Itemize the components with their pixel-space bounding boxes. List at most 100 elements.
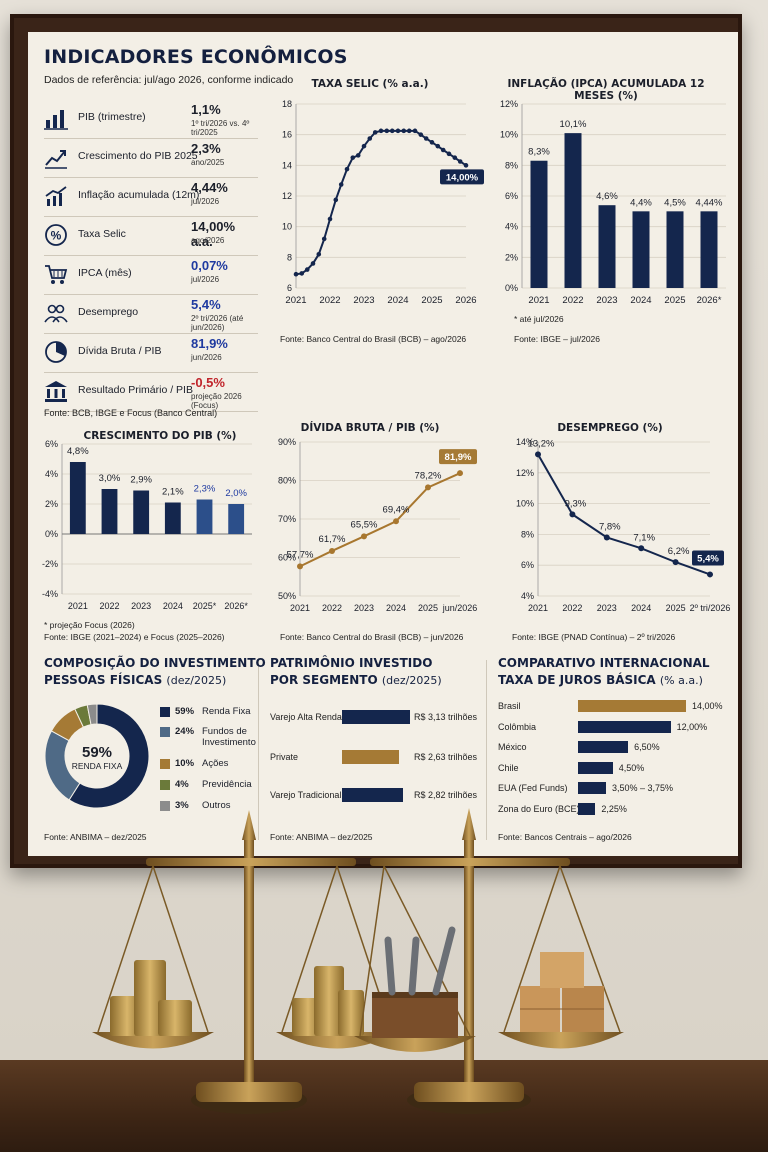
country-rate-bar <box>578 720 671 733</box>
segment-value: R$ 2,82 trilhões <box>414 790 478 800</box>
country-rate-value: 14,00% <box>692 701 723 711</box>
segment-bar <box>342 710 410 724</box>
selic-point <box>367 136 373 141</box>
kpi-sub: jul/2026 <box>191 275 220 284</box>
desemprego-source: Fonte: IBGE (PNAD Contínua) – 2º tri/202… <box>512 632 676 642</box>
ipca-data-label: 4,5% <box>664 197 686 208</box>
country-label: EUA (Fed Funds) <box>498 783 568 793</box>
legend-pct: 4% <box>175 779 189 790</box>
desemprego-data-label: 9,3% <box>565 498 587 509</box>
desemprego-line <box>537 453 711 576</box>
pib-data-label: 2,1% <box>162 487 184 498</box>
desemprego-ytick: 14% <box>516 437 534 447</box>
selic-ytick: 10 <box>282 222 292 232</box>
selic-xtick: 2022 <box>319 295 340 306</box>
desemprego-xtick: 2º tri/2026 <box>690 603 731 613</box>
ipca-bar <box>598 205 616 288</box>
selic-point <box>316 251 322 257</box>
pib-source: Fonte: IBGE (2021–2024) e Focus (2025–20… <box>44 632 225 642</box>
selic-source: Fonte: Banco Central do Brasil (BCB) – a… <box>280 334 467 344</box>
selic-point <box>327 216 333 222</box>
bar-chart-icon <box>44 110 68 130</box>
desemprego-ytick: 6% <box>521 560 534 570</box>
percent-icon: % <box>45 224 67 246</box>
ipca-xtick: 2023 <box>596 295 617 306</box>
divida-point <box>425 484 431 491</box>
ipca-bar <box>666 211 684 288</box>
selic-point <box>293 271 299 277</box>
country-label: Zona do Euro (BCE) <box>498 803 580 814</box>
desemprego-point <box>569 511 576 518</box>
selic-ytick: 14 <box>282 160 292 170</box>
composicao-title-line2: PESSOAS FÍSICAS <box>44 673 163 687</box>
country-rate-bar <box>578 741 629 753</box>
ipca-bar <box>564 133 582 288</box>
selic-point <box>423 136 429 141</box>
ipca-ytick: 2% <box>505 252 518 262</box>
kpi-row: Resultado Primário / PIB -0,5% projeção 20… <box>44 373 258 412</box>
divida-data-label: 61,7% <box>319 534 346 545</box>
kpi-sub: jul/2026 <box>191 197 220 206</box>
pie-icon <box>45 341 67 363</box>
kpi-row: Dívida Bruta / PIB 81,9% jun/2026 <box>44 334 258 373</box>
kpi-row: Desemprego 5,4% 2º tri/2026 (até jun/2026) <box>44 295 258 334</box>
divida-xtick: 2021 <box>290 603 310 613</box>
ipca-data-label: 10,1% <box>560 119 587 130</box>
comparativo-title-line2: TAXA DE JUROS BÁSICA <box>498 673 656 687</box>
kpi-row: IPCA (mês) 0,07% jul/2026 <box>44 256 258 295</box>
pib-ytick: 2% <box>45 499 58 509</box>
desemprego-data-label: 7,8% <box>599 521 621 532</box>
segment-value: R$ 2,63 trilhões <box>414 752 478 762</box>
kpi-value: 81,9% <box>191 336 228 351</box>
selic-point <box>338 182 344 187</box>
selic-point <box>446 151 452 157</box>
legend-pct: 3% <box>175 800 189 811</box>
country-label: México <box>498 742 527 752</box>
selic-point <box>440 147 446 153</box>
selic-point <box>321 236 327 242</box>
divida-xtick: 2022 <box>322 603 342 613</box>
desemprego-title: DESEMPREGO (%) <box>557 422 663 434</box>
kpi-row: PIB (trimestre) 1,1% 1º tri/2026 vs. 4º tr… <box>44 100 258 139</box>
ipca-xtick: 2026* <box>697 295 722 306</box>
pib-xtick: 2026* <box>224 601 248 611</box>
ipca-data-label: 4,4% <box>630 197 652 208</box>
ipca-data-label: 4,6% <box>596 191 618 202</box>
selic-point <box>435 143 441 149</box>
pib-bar <box>101 489 118 534</box>
divida-callout-box <box>439 449 477 465</box>
patrimonio-title: PATRIMÔNIO INVESTIDO POR SEGMENTO (dez/2… <box>270 655 442 689</box>
divida-ytick: 80% <box>278 476 296 486</box>
trend-chart-icon <box>45 186 67 206</box>
kpi-value: 4,44% <box>191 180 228 195</box>
segment-label: Private <box>270 752 299 762</box>
kpi-value: 2,3% <box>191 141 221 156</box>
desemprego-data-label: 13,2% <box>528 438 555 449</box>
desemprego-ytick: 4% <box>521 591 534 601</box>
kpi-value: 14,00% a.a. <box>191 219 236 249</box>
divida-ytick: 90% <box>278 437 296 447</box>
donut-center-pct: 59% <box>82 744 112 761</box>
legend-swatch <box>160 759 170 769</box>
selic-line <box>295 129 467 276</box>
selic-xtick: 2021 <box>285 295 306 306</box>
divida-ytick: 70% <box>278 514 296 524</box>
country-rate-value: 6,50% <box>634 742 660 752</box>
pib-ytick: -2% <box>42 559 58 569</box>
kpi-label: Dívida Bruta / PIB <box>78 345 162 357</box>
pib-bar <box>133 490 150 534</box>
donut-slice <box>86 703 98 726</box>
segment-bar <box>342 750 400 764</box>
ipca-source: Fonte: IBGE – jul/2026 <box>514 334 600 344</box>
kpi-label: Desemprego <box>78 306 139 318</box>
divida-data-label: 65,5% <box>351 519 378 530</box>
pib-bar <box>196 499 213 534</box>
composicao-title-suffix: (dez/2025) <box>166 674 227 687</box>
divida-xtick: 2024 <box>386 603 406 613</box>
pib-data-label: 2,3% <box>194 484 216 495</box>
donut-center <box>66 725 128 787</box>
selic-ytick: 8 <box>287 252 292 262</box>
divida-point <box>361 533 367 540</box>
ipca-bar <box>700 211 718 288</box>
donut-center-label: RENDA FIXA <box>72 761 123 771</box>
